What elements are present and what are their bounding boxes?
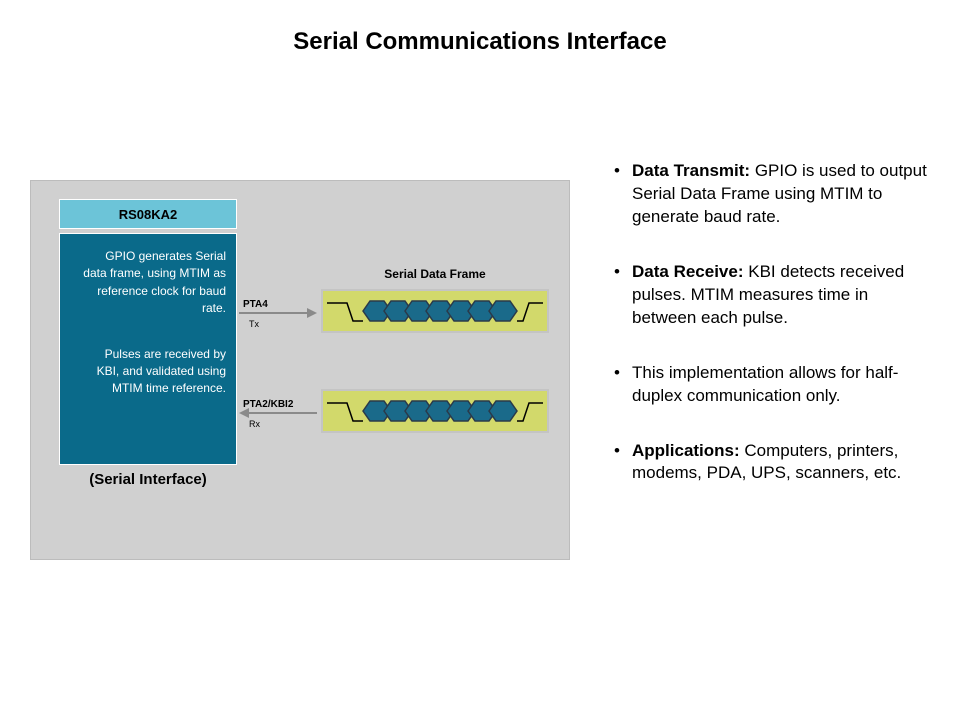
chip-caption: (Serial Interface) [59,471,237,488]
page-title: Serial Communications Interface [0,28,960,56]
bullet-item: This implementation allows for half-dupl… [610,362,930,408]
frame-title: Serial Data Frame [321,267,549,281]
pin-rx-label: PTA2/KBI2 [243,399,293,410]
bullet-item: Data Receive: KBI detects received pulse… [610,261,930,330]
chip-body: GPIO generates Serial data frame, using … [59,233,237,465]
diagram-panel: RS08KA2 GPIO generates Serial data frame… [30,180,570,560]
bullet-list: Data Transmit: GPIO is used to output Se… [610,160,930,517]
bullet-bold: Applications: [632,441,740,460]
pin-tx-label: PTA4 [243,299,268,310]
frame-tx-wave [323,291,547,331]
tx-arrow-head [307,308,317,318]
bullet-item: Applications: Computers, printers, modem… [610,440,930,486]
bullet-bold: Data Transmit: [632,161,750,180]
frame-rx-wave [323,391,547,431]
bullet-bold: Data Receive: [632,262,744,281]
tx-arrow-line [239,312,307,314]
bullet-item: Data Transmit: GPIO is used to output Se… [610,160,930,229]
frame-tx [321,289,549,333]
chip-text-rx: Pulses are received by KBI, and validate… [80,346,226,398]
bullet-text: This implementation allows for half-dupl… [632,363,898,405]
chip-header: RS08KA2 [59,199,237,229]
rx-arrow-line [249,412,317,414]
frame-rx [321,389,549,433]
rx-arrow-head [239,408,249,418]
pin-tx-sub: Tx [249,319,259,329]
chip-text-tx: GPIO generates Serial data frame, using … [80,248,226,318]
pin-rx-sub: Rx [249,419,260,429]
